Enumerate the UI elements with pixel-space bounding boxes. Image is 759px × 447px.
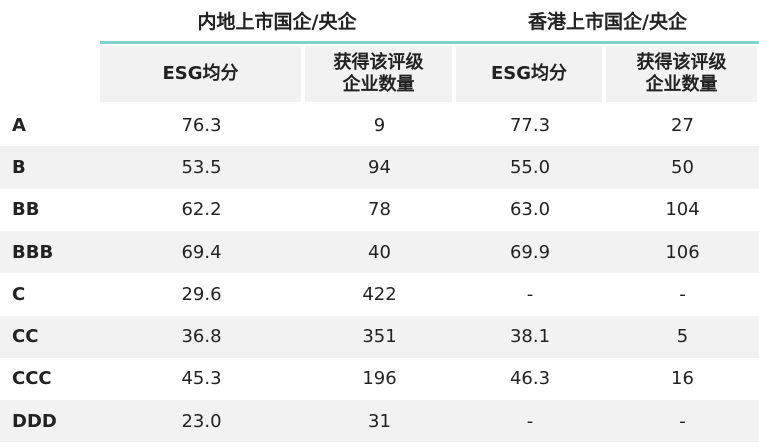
table-cell: 16 <box>671 368 694 390</box>
column-header: 获得该评级 企业数量 <box>606 46 757 102</box>
table-cell: 62.2 <box>181 199 222 221</box>
table-cell: - <box>679 283 686 305</box>
table-cell: 94 <box>368 156 391 178</box>
table-cell: - <box>679 410 686 432</box>
table-cell: 40 <box>368 241 391 263</box>
column-header: ESG均分 <box>456 46 602 102</box>
table-cell: 422 <box>362 283 397 305</box>
table-cell: 9 <box>373 114 386 136</box>
row-background <box>0 400 759 443</box>
group-header: 内地上市国企/央企 <box>197 11 357 33</box>
table-cell: 23.0 <box>181 410 222 432</box>
row-label: CCC <box>12 368 52 390</box>
table-cell: 29.6 <box>181 283 222 305</box>
table-cell: 63.0 <box>509 199 551 221</box>
table-cell: 76.3 <box>181 114 222 136</box>
row-background <box>0 146 759 189</box>
column-header: 获得该评级 企业数量 <box>305 46 452 102</box>
table-cell: 69.9 <box>509 241 551 263</box>
table-cell: 27 <box>671 114 694 136</box>
table-cell: 55.0 <box>509 156 551 178</box>
row-background <box>0 230 759 274</box>
table-cell: - <box>526 410 534 432</box>
row-label: A <box>12 114 26 136</box>
table-cell: 5 <box>676 326 689 348</box>
row-label: BB <box>12 199 40 221</box>
table-cell: 50 <box>671 156 694 178</box>
table-cell: 31 <box>368 410 391 432</box>
table-cell: 196 <box>362 368 397 390</box>
row-background <box>0 315 759 358</box>
table-cell: 77.3 <box>509 114 551 136</box>
row-label: C <box>12 283 26 305</box>
table-cell: 38.1 <box>509 326 551 348</box>
row-label: B <box>12 156 26 178</box>
group-header: 香港上市国企/央企 <box>528 11 687 33</box>
table-cell: 351 <box>362 326 397 348</box>
table-cell: 106 <box>665 241 700 263</box>
row-label: BBB <box>12 241 54 263</box>
table-cell: 36.8 <box>181 326 222 348</box>
row-label: DDD <box>12 410 57 432</box>
row-label: CC <box>12 326 39 348</box>
table-cell: 104 <box>665 199 700 221</box>
column-header: ESG均分 <box>100 46 301 102</box>
table-cell: - <box>526 283 534 305</box>
table-cell: 46.3 <box>509 368 551 390</box>
table-cell: 78 <box>368 199 391 221</box>
header-rule <box>100 41 759 44</box>
table-cell: 69.4 <box>181 241 222 263</box>
table-cell: 53.5 <box>181 156 222 178</box>
table-cell: 45.3 <box>181 368 222 390</box>
